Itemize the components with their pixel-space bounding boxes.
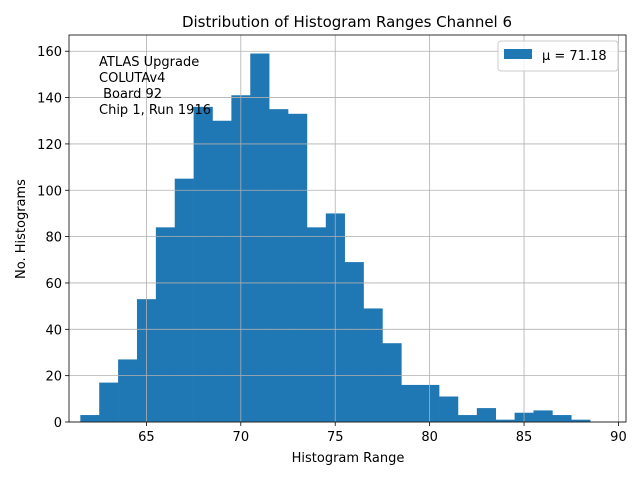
- y-tick-label: 160: [37, 45, 62, 60]
- histogram-bar: [533, 410, 553, 422]
- legend-box: [497, 40, 619, 72]
- histogram-bar: [174, 178, 194, 422]
- x-tick-label: 80: [421, 430, 438, 445]
- y-axis-label: No. Histograms: [14, 179, 29, 279]
- x-tick-label: 90: [610, 430, 627, 445]
- y-tick-label: 20: [45, 370, 62, 385]
- y-tick-label: 60: [45, 277, 62, 292]
- y-tick-label: 140: [37, 92, 62, 107]
- histogram-bar: [80, 415, 100, 422]
- legend: μ = 71.18: [497, 40, 619, 72]
- x-axis-label: Histogram Range: [292, 451, 405, 466]
- y-tick-label: 0: [54, 416, 62, 431]
- histogram-bar: [250, 53, 270, 423]
- axes: [68, 34, 627, 423]
- y-tick-label: 100: [37, 184, 62, 199]
- plot-frame: [68, 34, 627, 423]
- legend-label: μ = 71.18: [542, 49, 607, 64]
- x-tick-label: 70: [233, 430, 250, 445]
- run-annotation: ATLAS Upgrade COLUTAv4 Board 92 Chip 1, …: [99, 55, 211, 118]
- histogram-bar: [288, 113, 308, 423]
- y-tick-label: 80: [45, 231, 62, 246]
- x-tick-label: 75: [327, 430, 344, 445]
- x-tick-label: 85: [516, 430, 533, 445]
- annotation-line: Board 92: [99, 87, 162, 102]
- y-tick-label: 40: [45, 323, 62, 338]
- histogram-bar: [439, 396, 459, 422]
- bars: [80, 53, 591, 423]
- annotation-line: ATLAS Upgrade: [99, 55, 199, 70]
- histogram-bar: [495, 419, 515, 422]
- histogram-bar: [552, 415, 572, 422]
- histogram-bar: [193, 106, 213, 423]
- histogram-bar: [306, 227, 327, 422]
- histogram-bar: [476, 408, 497, 422]
- histogram-bar: [457, 415, 478, 422]
- annotation-line: COLUTAv4: [99, 71, 165, 86]
- histogram-bar: [344, 262, 364, 422]
- histogram-bar: [571, 419, 591, 422]
- histogram-bar: [99, 382, 119, 422]
- histogram-bar: [401, 384, 421, 422]
- x-tick-label: 65: [138, 430, 155, 445]
- legend-swatch: [504, 49, 532, 59]
- histogram-bar: [269, 109, 289, 422]
- histogram-bar: [363, 308, 383, 422]
- chart-title: Distribution of Histogram Ranges Channel…: [182, 13, 512, 31]
- histogram-bar: [212, 120, 232, 422]
- annotation-line: Chip 1, Run 1916: [99, 103, 211, 118]
- y-tick-label: 120: [37, 138, 62, 153]
- histogram-bar: [382, 343, 402, 422]
- histogram-bar: [155, 227, 176, 422]
- histogram-bar: [118, 359, 138, 422]
- ticks: 65 70 75 80 85 90 0 20 40 60 80 100 120 140 160: [37, 45, 627, 445]
